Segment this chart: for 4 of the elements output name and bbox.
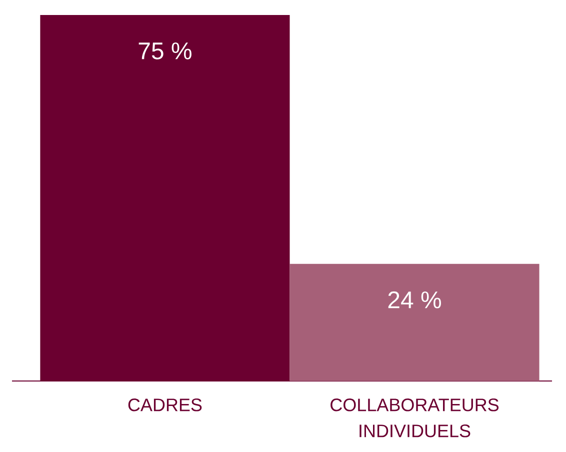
x-tick-label: COLLABORATEURS INDIVIDUELS bbox=[330, 398, 499, 438]
data-label: 75 % bbox=[138, 42, 192, 60]
x-tick-label: CADRES bbox=[128, 398, 202, 412]
data-label: 24 % bbox=[388, 291, 441, 308]
